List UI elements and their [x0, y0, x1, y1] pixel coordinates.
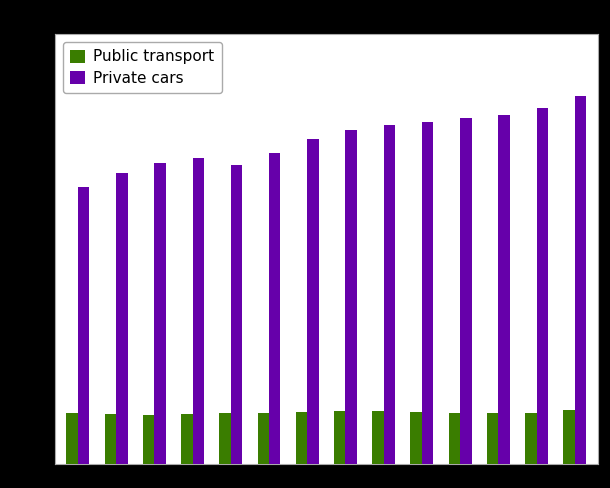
Bar [154, 163, 166, 464]
Bar [220, 413, 231, 464]
Legend: Public transport, Private cars: Public transport, Private cars [63, 42, 222, 93]
Bar [193, 158, 204, 464]
Bar [575, 96, 586, 464]
Bar [487, 413, 498, 464]
Bar [143, 415, 154, 464]
Bar [104, 414, 116, 464]
Bar [449, 413, 460, 464]
Bar [372, 410, 384, 464]
Bar [269, 153, 281, 464]
Bar [66, 413, 78, 464]
Bar [181, 414, 193, 464]
Bar [257, 412, 269, 464]
Bar [231, 165, 242, 464]
Bar [422, 122, 433, 464]
Bar [498, 115, 510, 464]
Bar [116, 173, 127, 464]
Bar [296, 412, 307, 464]
Bar [307, 139, 318, 464]
Bar [525, 412, 537, 464]
Bar [384, 125, 395, 464]
Bar [334, 410, 345, 464]
Bar [564, 410, 575, 464]
Bar [345, 130, 357, 464]
Bar [537, 108, 548, 464]
Bar [78, 187, 89, 464]
Bar [460, 118, 472, 464]
Bar [411, 412, 422, 464]
